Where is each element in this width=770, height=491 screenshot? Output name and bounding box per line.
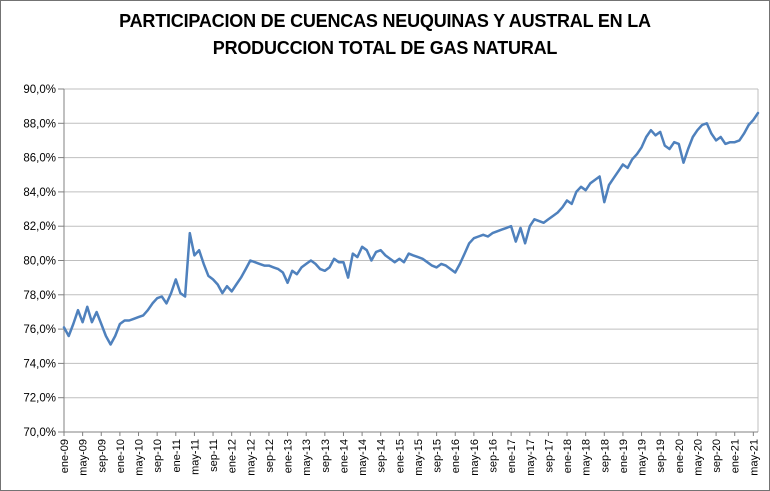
x-tick-label: sep-20	[711, 439, 723, 473]
gridlines	[64, 88, 759, 433]
x-tick-label: ene-10	[115, 439, 127, 473]
x-tick-label: may-16	[469, 439, 481, 476]
x-tick-label: ene-11	[171, 439, 183, 472]
data-series	[62, 111, 760, 346]
x-tick-label: ene-15	[394, 439, 406, 473]
x-tick-label: sep-18	[599, 439, 611, 473]
x-tick-label: ene-12	[227, 439, 239, 473]
x-tick-label: may-09	[78, 439, 90, 476]
x-tick-label: sep-13	[320, 439, 332, 473]
x-tick-label: may-20	[692, 439, 704, 476]
x-axis-labels: ene-09 may-09 sep-09 ene-10 may-10 sep-10 ene-…	[59, 439, 760, 476]
x-tick-label: ene-09	[59, 439, 71, 473]
y-tick-label: 80,0%	[23, 256, 56, 268]
x-tick-label: sep-12	[264, 439, 276, 473]
x-tick-label: may-18	[581, 439, 593, 476]
chart-title-line1: PARTICIPACION DE CUENCAS NEUQUINAS Y AUS…	[119, 11, 651, 31]
x-tick-label: may-15	[413, 439, 425, 476]
x-tick-label: may-10	[134, 439, 146, 476]
x-tick-label: sep-15	[432, 439, 444, 473]
x-tick-label: may-13	[301, 439, 313, 476]
x-tick-label: sep-19	[655, 439, 667, 473]
y-tick-label: 90,0%	[23, 84, 56, 96]
chart-line	[62, 111, 760, 346]
y-tick-label: 86,0%	[23, 153, 56, 165]
x-tick-label: sep-09	[96, 439, 108, 473]
y-tick-label: 72,0%	[23, 393, 56, 405]
y-tick-label: 82,0%	[23, 221, 56, 233]
chart-title: PARTICIPACION DE CUENCAS NEUQUINAS Y AUS…	[1, 8, 769, 62]
x-axis-tick-marks	[63, 432, 754, 436]
y-tick-label: 84,0%	[23, 187, 56, 199]
x-tick-label: ene-16	[450, 439, 462, 473]
x-tick-label: may-21	[748, 439, 760, 476]
x-tick-label: may-12	[245, 439, 257, 476]
x-tick-label: may-11	[189, 439, 201, 475]
x-tick-label: sep-14	[376, 439, 388, 473]
y-tick-label: 88,0%	[23, 118, 56, 130]
x-tick-label: ene-20	[674, 439, 686, 473]
x-tick-label: may-19	[637, 439, 649, 476]
x-tick-label: sep-11	[208, 439, 220, 472]
x-tick-label: sep-10	[152, 439, 164, 473]
y-axis-labels: 90,0% 88,0% 86,0% 84,0% 82,0% 80,0% 78,0% 76,0%…	[23, 84, 56, 439]
y-tick-label: 76,0%	[23, 324, 56, 336]
y-tick-label: 78,0%	[23, 290, 56, 302]
x-tick-label: sep-16	[488, 439, 500, 473]
x-tick-label: ene-13	[283, 439, 295, 473]
x-tick-label: ene-19	[618, 439, 630, 473]
y-tick-label: 74,0%	[23, 358, 56, 370]
x-tick-label: ene-17	[506, 439, 518, 473]
x-tick-label: ene-14	[338, 439, 350, 473]
chart-title-line2: PRODUCCION TOTAL DE GAS NATURAL	[212, 38, 558, 58]
x-tick-label: ene-18	[562, 439, 574, 473]
x-tick-label: may-17	[525, 439, 537, 476]
x-tick-label: ene-21	[730, 439, 742, 473]
x-tick-label: may-14	[357, 439, 369, 476]
y-axis-tick-marks	[58, 88, 64, 433]
y-tick-label: 70,0%	[23, 427, 56, 439]
x-tick-label: sep-17	[543, 439, 555, 473]
